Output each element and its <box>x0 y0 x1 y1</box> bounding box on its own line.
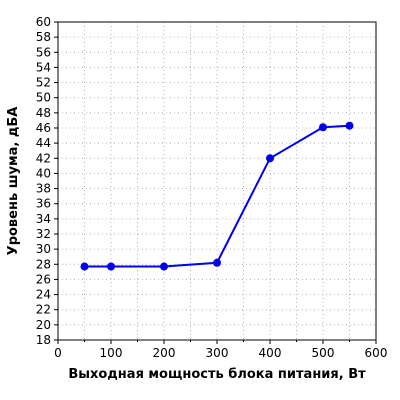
y-tick-label: 30 <box>36 242 51 256</box>
x-tick-label: 600 <box>365 346 388 360</box>
y-tick-label: 32 <box>36 227 51 241</box>
y-tick-label: 54 <box>36 60 51 74</box>
grid <box>58 22 376 340</box>
y-tick-label: 48 <box>36 106 51 120</box>
y-tick-label: 50 <box>36 91 51 105</box>
data-point <box>107 262 115 271</box>
y-tick-label: 22 <box>36 303 51 317</box>
y-tick-label: 26 <box>36 272 51 286</box>
data-point <box>319 123 327 132</box>
x-tick-label: 400 <box>259 346 282 360</box>
x-axis-title: Выходная мощность блока питания, Вт <box>68 367 366 382</box>
x-tick-label: 500 <box>312 346 335 360</box>
y-tick-label: 46 <box>36 121 51 135</box>
y-tick-label: 38 <box>36 182 51 196</box>
y-tick-label: 20 <box>36 318 51 332</box>
x-tick-label: 200 <box>153 346 176 360</box>
y-tick-label: 34 <box>36 212 51 226</box>
plot-frame <box>57 21 377 341</box>
data-point <box>160 262 168 271</box>
y-tick-label: 58 <box>36 30 51 44</box>
data-point <box>266 154 274 163</box>
data-point <box>345 121 354 130</box>
x-tick-label: 300 <box>206 346 229 360</box>
x-tick-label: 100 <box>100 346 123 360</box>
y-tick-label: 36 <box>36 197 51 211</box>
y-tick-label: 56 <box>36 45 51 59</box>
data-point <box>213 258 221 267</box>
y-tick-label: 28 <box>36 257 51 271</box>
y-tick-label: 24 <box>36 288 51 302</box>
y-tick-label: 60 <box>36 15 51 29</box>
x-tick-label: 0 <box>54 346 62 360</box>
y-tick-label: 42 <box>36 151 51 165</box>
y-tick-label: 52 <box>36 76 51 90</box>
y-tick-label: 44 <box>36 136 51 150</box>
data-point <box>80 262 89 271</box>
y-tick-label: 40 <box>36 166 51 180</box>
y-axis-title: Уровень шума, дБА <box>6 107 21 256</box>
y-tick-label: 18 <box>36 333 51 347</box>
x-axis: 0 100 200 300 400 500 600 <box>54 340 387 360</box>
series-group <box>80 121 354 271</box>
